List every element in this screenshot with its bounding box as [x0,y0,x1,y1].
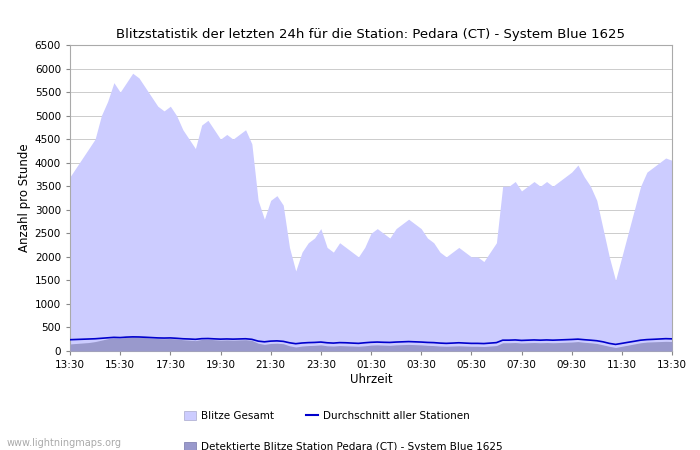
Text: www.lightningmaps.org: www.lightningmaps.org [7,438,122,448]
Title: Blitzstatistik der letzten 24h für die Station: Pedara (CT) - System Blue 1625: Blitzstatistik der letzten 24h für die S… [116,28,626,41]
Y-axis label: Anzahl pro Stunde: Anzahl pro Stunde [18,144,31,252]
X-axis label: Uhrzeit: Uhrzeit [350,373,392,386]
Legend: Detektierte Blitze Station Pedara (CT) - System Blue 1625: Detektierte Blitze Station Pedara (CT) -… [183,442,503,450]
